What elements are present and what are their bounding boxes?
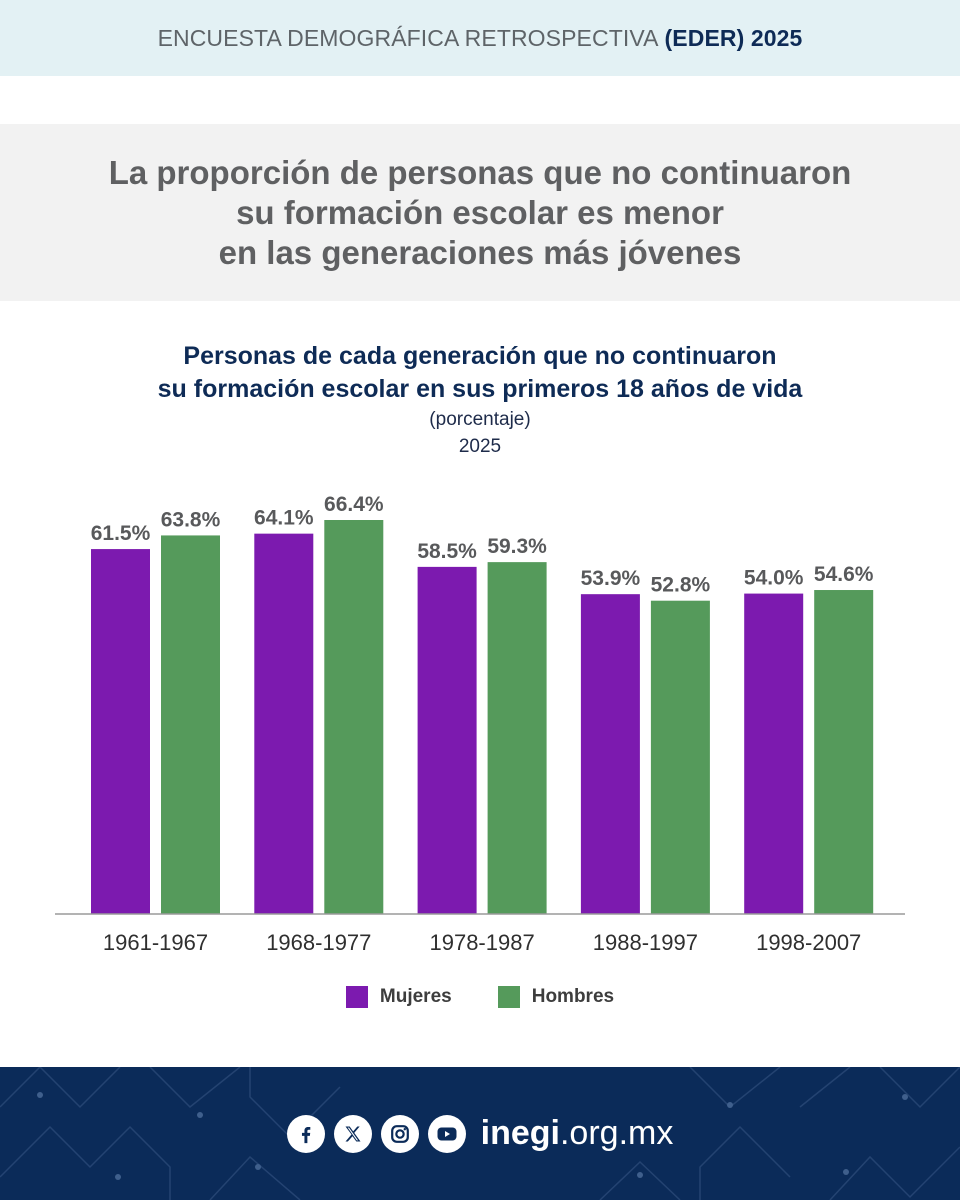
data-label-hombres-1961-1967: 63.8% xyxy=(161,508,221,531)
bar-hombres-1978-1987 xyxy=(487,562,547,914)
data-label-hombres-1988-1997: 52.8% xyxy=(651,574,711,597)
legend-swatch-hombres xyxy=(497,986,520,1008)
chart-year-label: 2025 xyxy=(458,436,502,457)
survey-name: ENCUESTA DEMOGRÁFICA RETROSPECTIVA xyxy=(157,24,659,51)
website-link[interactable]: inegi.org.mx xyxy=(481,1114,674,1153)
instagram-icon[interactable] xyxy=(380,1114,419,1153)
bar-chart: 61.5% 63.8% 1961-1967 64.1% 66.4% 1968-1977 58… xyxy=(55,493,905,955)
chart-title-line-2: su formación escolar en sus primeros 18 … xyxy=(157,375,803,403)
x-tick-label-1998-2007: 1998-2007 xyxy=(756,930,861,955)
bar-mujeres-1961-1967 xyxy=(91,549,150,914)
website-domain-rest: .org.mx xyxy=(559,1114,674,1152)
data-label-mujeres-1961-1967: 61.5% xyxy=(91,522,151,545)
data-label-mujeres-1998-2007: 54.0% xyxy=(744,567,804,590)
bar-hombres-1968-1977 xyxy=(324,520,384,914)
x-tick-label-1961-1967: 1961-1967 xyxy=(103,930,208,955)
chart-title: Personas de cada generación que no conti… xyxy=(0,340,960,406)
headline-line-3: en las generaciones más jóvenes xyxy=(218,233,742,271)
survey-header: ENCUESTA DEMOGRÁFICA RETROSPECTIVA (EDER… xyxy=(0,0,960,76)
x-tick-label-1978-1987: 1978-1987 xyxy=(429,930,534,955)
bar-hombres-1988-1997 xyxy=(650,600,710,914)
bar-hombres-1961-1967 xyxy=(161,535,220,914)
legend-item-mujeres: Mujeres xyxy=(345,986,452,1008)
chart-title-line-1: Personas de cada generación que no conti… xyxy=(183,342,777,370)
footer-pattern xyxy=(0,1067,960,1200)
legend-label-mujeres: Mujeres xyxy=(379,986,452,1007)
footer-bar: inegi.org.mx xyxy=(0,1067,960,1200)
data-label-hombres-1968-1977: 66.4% xyxy=(324,493,384,516)
x-tick-label-1968-1977: 1968-1977 xyxy=(266,930,371,955)
bar-mujeres-1978-1987 xyxy=(417,566,477,914)
bar-mujeres-1968-1977 xyxy=(254,533,314,914)
bar-mujeres-1998-2007 xyxy=(744,593,804,914)
website-domain-bold: inegi xyxy=(480,1114,560,1152)
headline-line-2: su formación escolar es menor xyxy=(236,193,724,231)
youtube-icon[interactable] xyxy=(427,1114,466,1153)
data-label-hombres-1998-2007: 54.6% xyxy=(814,563,874,586)
survey-code: (EDER) 2025 xyxy=(664,24,803,51)
data-label-mujeres-1988-1997: 53.9% xyxy=(581,567,641,590)
x-icon[interactable] xyxy=(333,1114,372,1153)
data-label-mujeres-1968-1977: 64.1% xyxy=(254,507,314,530)
data-label-hombres-1978-1987: 59.3% xyxy=(487,535,547,558)
social-links: inegi.org.mx xyxy=(0,1067,960,1200)
bar-hombres-1998-2007 xyxy=(814,590,874,914)
headline-panel: La proporción de personas que no continu… xyxy=(0,124,960,301)
x-tick-label-1988-1997: 1988-1997 xyxy=(593,930,698,955)
facebook-icon[interactable] xyxy=(286,1114,325,1153)
legend-label-hombres: Hombres xyxy=(531,986,615,1007)
data-label-mujeres-1978-1987: 58.5% xyxy=(417,540,477,563)
chart-unit-label: (porcentaje) xyxy=(429,409,531,430)
headline-line-1: La proporción de personas que no continu… xyxy=(108,153,852,191)
bar-mujeres-1988-1997 xyxy=(580,594,640,914)
legend-item-hombres: Hombres xyxy=(497,986,615,1008)
chart-legend: Mujeres Hombres xyxy=(0,985,960,1009)
legend-swatch-mujeres xyxy=(345,986,368,1008)
